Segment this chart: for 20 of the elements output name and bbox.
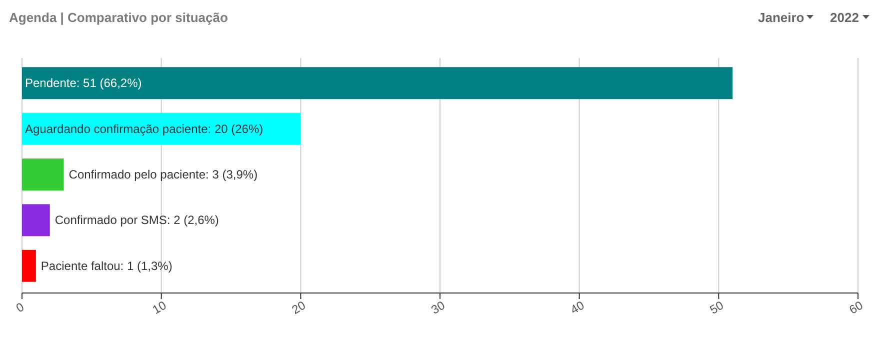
chart-title: Agenda | Comparativo por situação	[9, 10, 228, 25]
text: 2022	[830, 10, 859, 25]
bar	[22, 158, 64, 190]
x-tick-label: 20	[289, 298, 308, 317]
x-tick-label: 10	[150, 298, 169, 317]
x-tick-label: 40	[568, 298, 587, 317]
text: Janeiro	[758, 10, 804, 25]
data-label: Aguardando confirmação paciente: 20 (26%)	[25, 122, 264, 136]
x-tick-label: 50	[707, 298, 726, 317]
x-tick-label: 60	[846, 298, 866, 317]
data-label: Confirmado por SMS: 2 (2,6%)	[54, 213, 219, 228]
bar	[22, 67, 733, 100]
data-label: Pendente: 51 (66,2%)	[25, 76, 142, 90]
bar	[22, 250, 36, 282]
data-label: Paciente faltou: 1 (1,3%)	[40, 258, 172, 273]
bar	[22, 204, 50, 236]
bar	[22, 112, 301, 145]
x-tick-label: 30	[428, 298, 448, 317]
data-label: Confirmado pelo paciente: 3 (3,9%)	[68, 168, 258, 182]
x-tick-label: 0	[14, 300, 27, 316]
